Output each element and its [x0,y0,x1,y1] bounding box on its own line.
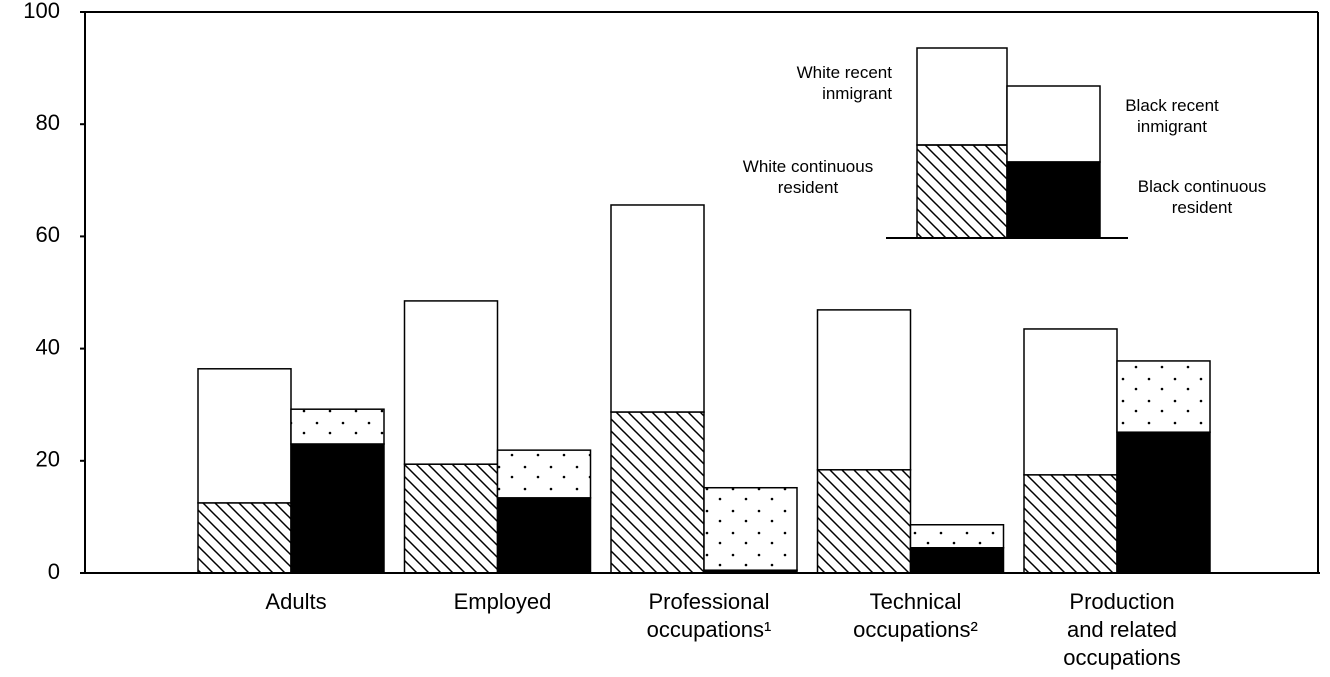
x-tick-label: occupations² [853,617,978,642]
x-tick-label: Adults [265,589,326,614]
bar-segment [496,497,592,574]
bar-segment [1116,360,1211,433]
legend-graphic [886,47,1128,239]
y-tick-label: 0 [48,559,60,584]
bar-segment [403,463,499,574]
x-tick-label: Technical [870,589,962,614]
y-tick-label: 80 [36,110,60,135]
legend-label: White recent inmigrant [796,63,892,103]
bar-segment [909,524,1005,549]
x-tick-label: Production [1069,589,1174,614]
bar-segment [1023,328,1118,476]
bar-segment [610,204,705,413]
y-tick-label: 20 [36,447,60,472]
x-tick-label: Professional [648,589,769,614]
bar-segment [290,408,385,445]
x-tick-label: Employed [454,589,552,614]
legend-label: Black recent inmigrant [1125,96,1219,136]
bar-segment [1023,474,1118,574]
bar-segment [197,502,292,574]
bar-segment [703,486,798,571]
bar-segment [1116,431,1211,574]
y-tick-label: 60 [36,222,60,247]
bar-segment [816,469,912,574]
y-tick-label: 100 [23,0,60,23]
x-tick-label: and related [1067,617,1177,642]
bar-segment [290,443,385,574]
bar-segment [197,368,292,504]
bar-segment [909,547,1005,574]
x-tick-label: occupations [1063,645,1180,670]
x-tick-label: occupations¹ [647,617,772,642]
bar-segment [610,411,705,574]
bar-segment [403,300,499,465]
bar-segment [816,309,912,471]
legend-label: Black continuous resident [1137,177,1267,217]
legend-label: White continuous resident [742,157,874,197]
bar-segment [496,449,592,499]
y-tick-label: 40 [36,334,60,359]
